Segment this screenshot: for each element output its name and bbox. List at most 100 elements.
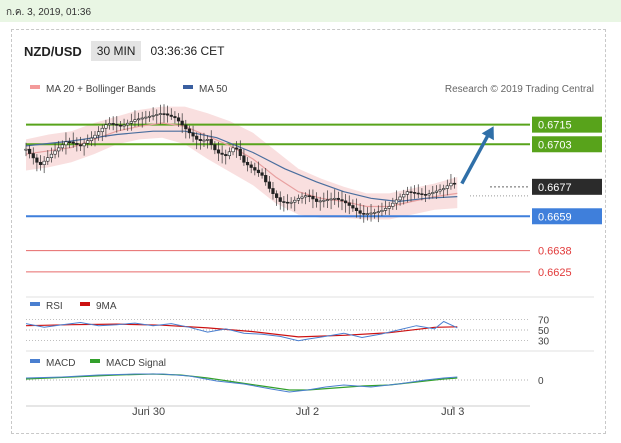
candle-body [187, 128, 192, 134]
candle-body [118, 124, 123, 127]
candle-body [434, 190, 439, 193]
timestamp-bar: ก.ค. 3, 2019, 01:36 [0, 0, 621, 22]
candle-body [438, 189, 442, 192]
candle-body [93, 134, 97, 139]
candle-body [184, 124, 188, 130]
candle-body [267, 181, 271, 189]
candle-body [238, 148, 242, 157]
candle-body [67, 141, 72, 144]
candle-body [220, 152, 224, 155]
candle-body [420, 193, 424, 195]
candle-body [162, 113, 166, 115]
candle-body [64, 141, 68, 146]
candle-body [260, 172, 264, 176]
chart-time: 03:36:36 CET [150, 44, 225, 58]
candle-body [24, 148, 28, 151]
candle-body [129, 121, 133, 124]
x-tick-label: Jul 3 [441, 406, 464, 418]
candle-body [224, 154, 228, 157]
candle-body [256, 169, 261, 174]
candle-body [147, 115, 152, 118]
candle-body [235, 147, 239, 150]
candle-body [166, 113, 170, 116]
candle-body [282, 201, 286, 203]
candle-body [431, 192, 435, 194]
rsi-9ma-line [25, 323, 458, 338]
candle-body [206, 139, 210, 141]
candle-body [213, 144, 217, 151]
candle-body [314, 198, 319, 202]
timeframe-badge[interactable]: 30 MIN [90, 41, 142, 61]
candle-body [278, 197, 282, 202]
legend-swatch-ma50 [183, 85, 193, 89]
macd-panel: MACD MACD Signal 0 [25, 350, 594, 393]
candle-body [107, 123, 112, 126]
candle-body [231, 147, 235, 153]
x-axis: Jun 30 Jul 2 Jul 3 [26, 405, 530, 418]
candle-body [354, 207, 359, 212]
candle-body [391, 202, 395, 207]
candle-body [449, 182, 453, 187]
candle-body [78, 144, 83, 147]
candle-body [416, 192, 420, 195]
legend-swatch-macd [30, 359, 40, 363]
candle-body [42, 160, 46, 165]
candle-body [380, 210, 384, 212]
rsi-line [25, 320, 458, 342]
resistance-line-tag [532, 136, 602, 153]
candle-body [176, 117, 181, 122]
resistance-line-label: 0.6703 [538, 139, 572, 151]
currency-pair: NZD/USD [24, 43, 82, 59]
candle-body [60, 144, 64, 149]
legend-label-macd-signal: MACD Signal [106, 358, 166, 369]
legend-swatch-macd-signal [90, 359, 100, 363]
candle-body [307, 195, 311, 197]
candle-body [46, 157, 50, 162]
candle-body [452, 182, 457, 185]
candle-body [289, 201, 293, 204]
ma50-line [25, 130, 458, 203]
candle-body [111, 123, 115, 125]
candle-body [394, 199, 399, 204]
chart-header: NZD/USD 30 MIN 03:36:36 CET [24, 40, 225, 62]
candle-body [275, 193, 279, 198]
pivot-line-tag [532, 208, 602, 225]
candle-body [57, 147, 61, 152]
candle-body [49, 153, 54, 158]
forecast-arrow [460, 131, 492, 185]
candle-body [351, 205, 355, 209]
legend-label-macd: MACD [46, 358, 75, 369]
forecast-arrowhead [481, 126, 494, 141]
candle-body [445, 185, 449, 189]
timestamp-text: ก.ค. 3, 2019, 01:36 [6, 7, 92, 18]
macd-signal-line [25, 373, 458, 391]
credit-text: Research © 2019 Trading Central [445, 84, 594, 95]
candle-body [376, 211, 380, 213]
resistance-line-tag [532, 116, 602, 133]
candle-body [358, 210, 362, 214]
candle-body [387, 206, 391, 209]
candle-body [333, 197, 337, 200]
candle-body [362, 213, 366, 215]
candle-body [38, 161, 43, 165]
candle-body [318, 200, 322, 203]
candle-body [347, 202, 351, 206]
candle-body [75, 142, 79, 145]
legend-label-9ma: 9MA [96, 301, 117, 312]
candle-body [97, 131, 101, 136]
candle-body [100, 127, 104, 133]
candle-body [242, 155, 246, 163]
candle-body [136, 118, 141, 121]
chart-panel [11, 29, 606, 434]
candle-body [369, 212, 373, 215]
candle-body [169, 114, 173, 117]
candle-body [28, 148, 32, 154]
candle-body [402, 194, 406, 198]
x-tick-label: Jul 2 [296, 406, 319, 418]
candle-body [191, 132, 195, 137]
candle-body [383, 208, 388, 211]
candle-body [373, 212, 377, 214]
candle-body [71, 141, 75, 144]
